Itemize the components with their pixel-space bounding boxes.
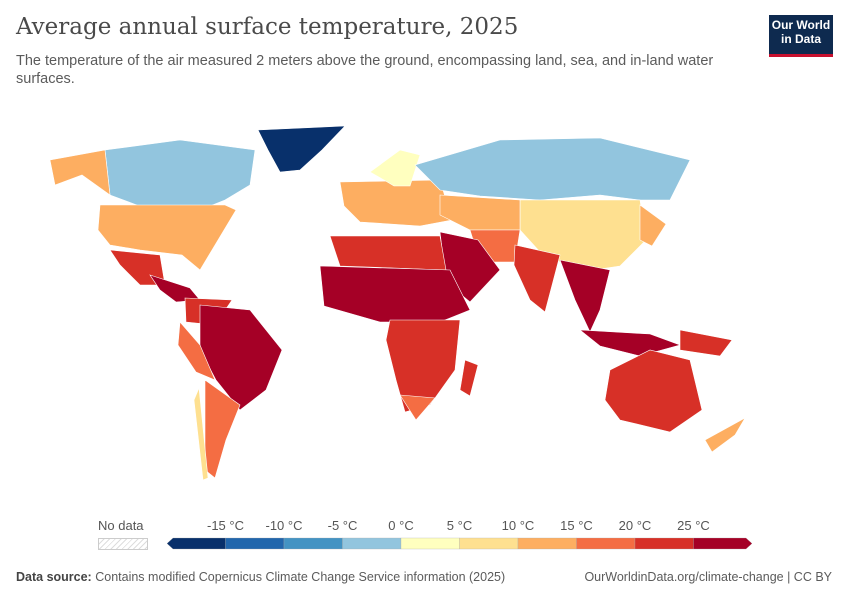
- world-map: [49, 125, 746, 481]
- country-alaska[interactable]: [49, 149, 111, 196]
- chart-title: Average annual surface temperature, 2025: [16, 14, 519, 40]
- legend-tick-label: 10 °C: [501, 518, 535, 533]
- country-new-guinea[interactable]: [679, 329, 733, 357]
- no-data-swatch: [98, 538, 148, 550]
- legend-color-bar: [166, 537, 753, 550]
- owid-logo[interactable]: Our World in Data: [769, 15, 833, 57]
- legend-tick-label: 0 °C: [388, 518, 414, 533]
- country-indonesia[interactable]: [579, 329, 681, 357]
- country-russia[interactable]: [414, 137, 691, 201]
- legend-bin-0[interactable]: [166, 537, 226, 550]
- legend-tick-label: 20 °C: [618, 518, 652, 533]
- color-legend: No data -15 °C -10 °C -5 °C 0 °C 5 °C 10 °C 15…: [0, 510, 850, 555]
- country-madagascar[interactable]: [459, 359, 479, 397]
- legend-bin-3[interactable]: [342, 537, 402, 550]
- source-link[interactable]: OurWorldinData.org/climate-change | CC B…: [584, 570, 832, 584]
- legend-bin-5[interactable]: [459, 537, 519, 550]
- data-source: Data source: Contains modified Copernicu…: [16, 570, 505, 584]
- legend-tick-label: 15 °C: [560, 518, 593, 533]
- legend-tick-label: -10 °C: [265, 518, 303, 533]
- source-label: Data source:: [16, 570, 92, 584]
- legend-bin-8[interactable]: [634, 537, 694, 550]
- legend-bin-6[interactable]: [517, 537, 577, 550]
- country-southeast-asia[interactable]: [559, 259, 611, 333]
- source-text: Contains modified Copernicus Climate Cha…: [95, 570, 506, 584]
- country-usa[interactable]: [97, 204, 237, 271]
- chart-subtitle: The temperature of the air measured 2 me…: [16, 53, 714, 87]
- country-west-central-africa[interactable]: [319, 265, 471, 323]
- country-australia[interactable]: [604, 349, 703, 433]
- country-andes[interactable]: [177, 321, 216, 381]
- country-south-africa[interactable]: [399, 394, 436, 421]
- legend-bin-1[interactable]: [225, 537, 285, 550]
- no-data-label: No data: [98, 518, 144, 533]
- country-canada[interactable]: [104, 139, 256, 211]
- country-central-asia[interactable]: [439, 194, 521, 231]
- legend-tick-label: 5 °C: [446, 518, 473, 533]
- country-scandinavia[interactable]: [369, 149, 421, 187]
- country-india[interactable]: [513, 244, 561, 313]
- country-greenland[interactable]: [257, 125, 346, 173]
- legend-bin-2[interactable]: [283, 537, 343, 550]
- country-central-america[interactable]: [149, 274, 201, 303]
- country-new-zealand[interactable]: [704, 417, 746, 453]
- country-japan[interactable]: [639, 204, 667, 247]
- legend-tick-label: -5 °C: [327, 518, 358, 533]
- country-north-africa[interactable]: [329, 235, 447, 271]
- legend-bin-7[interactable]: [576, 537, 636, 550]
- legend-tick-label: 25 °C: [677, 518, 710, 533]
- legend-bin-4[interactable]: [400, 537, 460, 550]
- legend-bin-9[interactable]: [693, 537, 753, 550]
- legend-tick-label: -15 °C: [207, 518, 244, 533]
- country-europe[interactable]: [339, 179, 453, 227]
- country-chile[interactable]: [193, 387, 209, 481]
